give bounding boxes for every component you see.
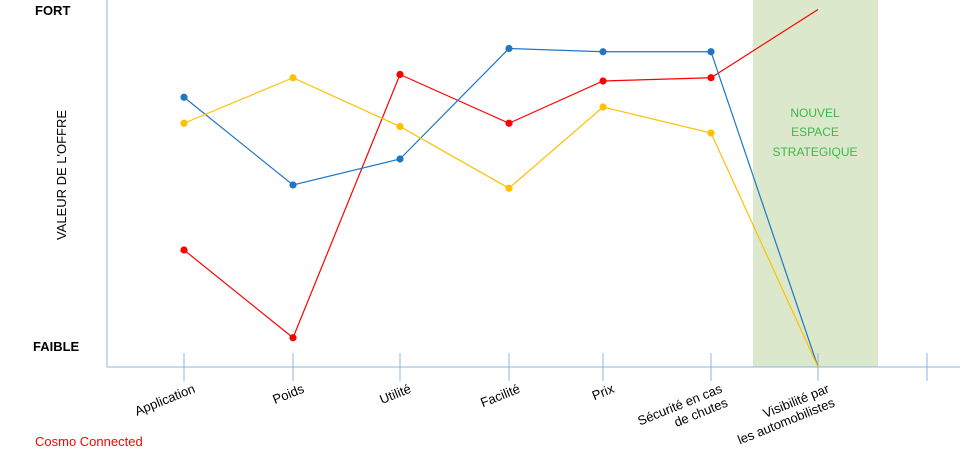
data-point: [599, 103, 607, 111]
x-tick-labels: Application Poids Utilité Facilité Prix Sécur…: [133, 381, 838, 448]
data-point: [289, 181, 297, 189]
strategic-zone-label-1: NOUVEL: [790, 106, 840, 120]
x-tick-label: Application: [133, 381, 198, 419]
y-low-label: FAIBLE: [33, 339, 80, 354]
x-tick-label: Poids: [270, 381, 306, 407]
data-point: [505, 44, 513, 53]
strategic-zone-label-2: ESPACE: [791, 125, 839, 139]
data-point: [396, 122, 404, 131]
series-layer: [180, 8, 819, 368]
data-point: [707, 129, 715, 137]
y-high-label: FORT: [35, 3, 70, 18]
series-line: [183, 47, 819, 368]
data-point: [505, 184, 513, 192]
x-tick-label: Prix: [590, 381, 617, 403]
data-point: [289, 334, 297, 342]
data-point: [707, 74, 715, 82]
y-axis-title: VALEUR DE L'OFFRE: [54, 110, 69, 240]
data-point: [599, 48, 607, 56]
data-point: [180, 119, 188, 127]
x-tick-label: Utilité: [377, 381, 413, 407]
x-tick-label: Visibilité parles automobilistes: [730, 381, 838, 448]
data-point: [707, 48, 715, 56]
data-point: [396, 155, 404, 163]
strategic-zone: [753, 0, 878, 367]
data-point: [289, 74, 297, 82]
data-point: [599, 77, 607, 85]
data-point: [180, 246, 188, 254]
data-point: [505, 119, 513, 127]
series-line: [183, 77, 819, 368]
data-point: [396, 70, 404, 79]
x-tick-label: Sécurité en casde chutes: [635, 381, 730, 443]
strategic-zone-label-3: STRATEGIQUE: [772, 145, 857, 159]
x-tick-label: Facilité: [478, 381, 522, 410]
legend-cosmo-connected: Cosmo Connected: [35, 434, 143, 449]
data-point: [180, 93, 188, 101]
